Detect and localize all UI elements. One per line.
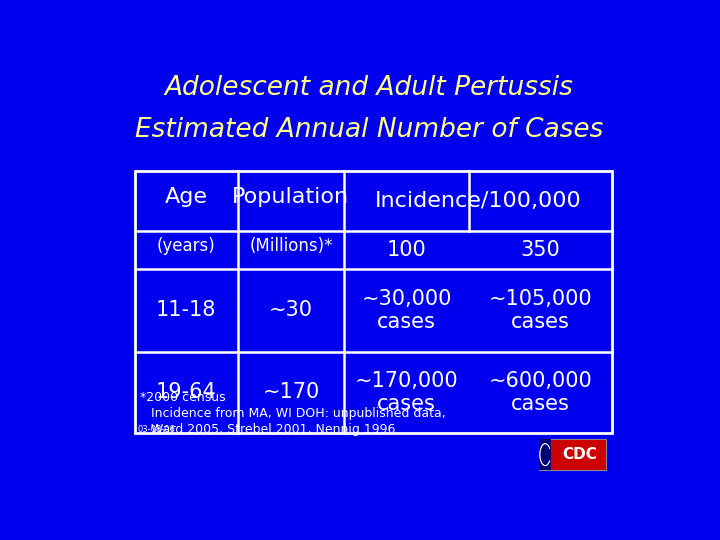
Text: ~30,000
cases: ~30,000 cases — [361, 288, 452, 332]
Text: (years): (years) — [157, 237, 215, 255]
Text: ~170,000
cases: ~170,000 cases — [355, 370, 459, 414]
Text: ~30: ~30 — [269, 300, 313, 320]
Text: 350: 350 — [521, 240, 560, 260]
Text: Estimated Annual Number of Cases: Estimated Annual Number of Cases — [135, 117, 603, 143]
Text: *2000 census: *2000 census — [140, 391, 226, 404]
Text: Incidence from MA, WI DOH: unpublished data,: Incidence from MA, WI DOH: unpublished d… — [151, 407, 446, 420]
Text: 100: 100 — [387, 240, 426, 260]
Text: Adolescent and Adult Pertussis: Adolescent and Adult Pertussis — [165, 75, 573, 101]
Text: ~105,000
cases: ~105,000 cases — [489, 288, 593, 332]
Bar — [539, 439, 552, 470]
Text: Age: Age — [165, 187, 208, 207]
Text: 03-08-06: 03-08-06 — [138, 424, 175, 434]
Bar — [539, 439, 606, 470]
Text: (Millions)*: (Millions)* — [249, 237, 333, 255]
Text: Incidence/100,000: Incidence/100,000 — [374, 191, 581, 211]
Text: ~600,000
cases: ~600,000 cases — [489, 370, 593, 414]
Text: 11-18: 11-18 — [156, 300, 217, 320]
Text: Population: Population — [233, 187, 349, 207]
Text: Ward 2005, Strebel 2001, Nennig 1996: Ward 2005, Strebel 2001, Nennig 1996 — [151, 423, 396, 436]
Text: 19-64: 19-64 — [156, 382, 217, 402]
Text: CDC: CDC — [562, 447, 597, 462]
Text: ~170: ~170 — [262, 382, 320, 402]
